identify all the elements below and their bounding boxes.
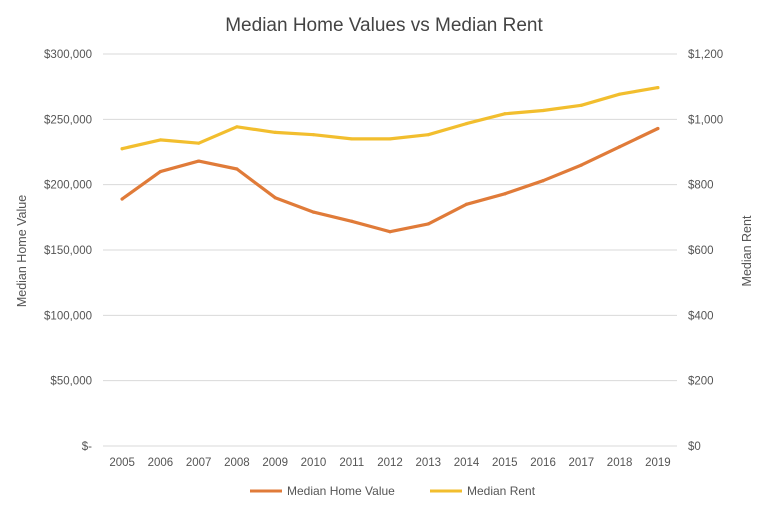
- point-median-rent-2016: [541, 108, 545, 113]
- point-median-home-value-2016: [541, 179, 545, 183]
- point-median-home-value-2006: [158, 170, 162, 174]
- point-median-rent-2007: [197, 141, 201, 145]
- point-median-home-value-2009: [273, 196, 277, 200]
- point-median-home-value-2005: [120, 197, 124, 201]
- x-tick-label: 2018: [607, 457, 633, 469]
- point-median-rent-2019: [656, 86, 660, 90]
- x-tick-label: 2016: [530, 457, 556, 469]
- series-lines: [120, 85, 660, 234]
- point-median-rent-2009: [273, 130, 277, 134]
- point-median-rent-2018: [618, 92, 622, 96]
- left-tick-label: $250,000: [44, 114, 92, 126]
- grid-lines: [103, 53, 677, 447]
- point-median-rent-2017: [579, 103, 583, 107]
- right-axis-ticks: $0 $200 $400 $600 $800 $1,000 $1,200: [688, 49, 723, 453]
- left-tick-label: $200,000: [44, 180, 92, 192]
- left-tick-label: $300,000: [44, 49, 92, 61]
- point-median-home-value-2010: [311, 210, 316, 214]
- chart-title: Median Home Values vs Median Rent: [225, 15, 543, 36]
- right-tick-label: $400: [688, 310, 714, 322]
- x-tick-label: 2017: [569, 457, 595, 469]
- point-median-rent-2014: [464, 121, 469, 126]
- point-median-rent-2011: [350, 137, 354, 141]
- x-tick-label: 2012: [377, 457, 403, 469]
- left-tick-label: $50,000: [50, 376, 92, 388]
- left-axis-label: Median Home Value: [15, 195, 29, 307]
- point-median-home-value-2018: [618, 145, 622, 149]
- x-tick-label: 2015: [492, 457, 518, 469]
- point-median-rent-2006: [158, 138, 162, 142]
- legend: Median Home Value Median Rent: [250, 484, 536, 498]
- x-tick-label: 2010: [301, 457, 327, 469]
- point-median-home-value-2015: [503, 192, 507, 196]
- x-tick-label: 2007: [186, 457, 212, 469]
- x-tick-label: 2011: [339, 457, 364, 469]
- series-line-median-home-value: [120, 126, 660, 234]
- point-median-rent-2008: [235, 125, 239, 129]
- point-median-home-value-2008: [235, 167, 239, 171]
- point-median-rent-2005: [120, 147, 124, 151]
- x-tick-label: 2008: [224, 457, 250, 469]
- point-median-rent-2015: [503, 112, 507, 116]
- legend-label-median-home-value: Median Home Value: [287, 484, 395, 498]
- x-tick-label: 2009: [262, 457, 288, 469]
- left-tick-label: $100,000: [44, 310, 92, 322]
- left-axis-ticks: $- $50,000 $100,000 $150,000 $200,000 $250,00…: [44, 49, 92, 453]
- point-median-rent-2010: [311, 133, 316, 137]
- right-tick-label: $200: [688, 376, 714, 388]
- right-tick-label: $800: [688, 180, 714, 192]
- left-tick-label: $-: [82, 441, 92, 453]
- x-tick-label: 2019: [645, 457, 671, 469]
- point-median-home-value-2019: [656, 126, 660, 131]
- right-axis-label: Median Rent: [740, 215, 754, 286]
- x-tick-label: 2013: [415, 457, 441, 469]
- point-median-home-value-2017: [579, 163, 583, 167]
- right-tick-label: $0: [688, 441, 701, 453]
- point-median-home-value-2013: [426, 222, 430, 226]
- point-median-home-value-2011: [350, 219, 354, 223]
- point-median-home-value-2012: [388, 230, 392, 234]
- x-axis-ticks: 2005 2006 2007 2008 2009 2010 2011 2012 2013 2014…: [109, 457, 670, 469]
- point-median-rent-2013: [426, 133, 430, 137]
- right-tick-label: $1,000: [688, 114, 723, 126]
- right-tick-label: $600: [688, 245, 714, 257]
- point-median-home-value-2007: [197, 159, 201, 163]
- right-tick-label: $1,200: [688, 49, 723, 61]
- x-tick-label: 2005: [109, 457, 135, 469]
- x-tick-label: 2006: [148, 457, 174, 469]
- point-median-home-value-2014: [464, 202, 469, 206]
- x-tick-label: 2014: [454, 457, 480, 469]
- point-median-rent-2012: [388, 137, 392, 141]
- legend-label-median-rent: Median Rent: [467, 484, 536, 498]
- left-tick-label: $150,000: [44, 245, 92, 257]
